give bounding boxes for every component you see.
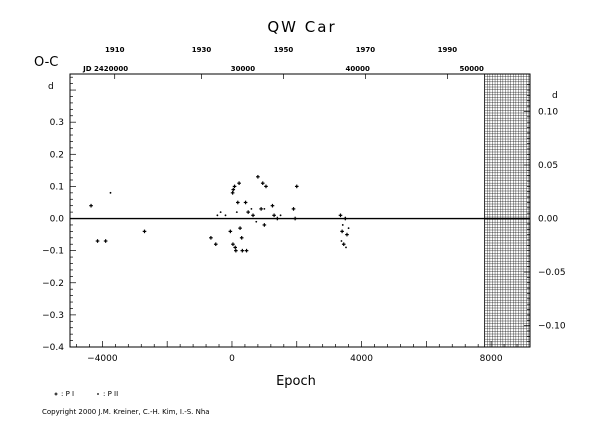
point-p2: [347, 227, 350, 230]
legend-label: : P II: [103, 390, 118, 398]
point-p1: [234, 248, 238, 253]
point-p1: [230, 191, 235, 195]
y-right-tick-label: −0.05: [538, 268, 566, 278]
top-year-label: 1930: [192, 46, 212, 54]
point-p1: [237, 181, 241, 185]
point-p1: [294, 184, 299, 189]
point-p1: [275, 216, 280, 221]
y-right-tick-label: 0.00: [538, 215, 558, 225]
point-p1: [272, 213, 276, 218]
legend-label: : P I: [61, 390, 74, 398]
y-left-tick-label: 0.2: [50, 150, 64, 160]
x-tick-label: 8000: [480, 354, 503, 364]
y-left-tick-label: 0.0: [50, 215, 65, 225]
point-p1: [228, 229, 233, 234]
y-unit-left: d: [48, 82, 54, 92]
point-p1: [270, 203, 275, 208]
y-left-tick-label: 0.3: [50, 118, 64, 128]
plot-frame: [69, 73, 531, 348]
point-p2: [224, 214, 227, 217]
point-p1: [238, 226, 242, 230]
point-p1: [231, 242, 235, 247]
point-p1: [103, 239, 108, 243]
chart-title: QW Car: [267, 18, 336, 36]
x-tick-label: 4000: [350, 354, 373, 364]
grid-region-box: [484, 73, 531, 348]
point-p2: [345, 246, 347, 249]
top-year-label: 1990: [438, 46, 458, 54]
point-p1: [251, 213, 255, 218]
point-p1: [232, 184, 237, 189]
y-right-tick-label: 0.10: [538, 107, 558, 117]
point-p1: [209, 236, 213, 240]
point-p2: [341, 224, 344, 226]
point-p2: [109, 191, 112, 194]
point-p1: [338, 213, 343, 218]
point-p1: [260, 181, 265, 185]
point-p1: [259, 207, 263, 211]
y-left-tick-label: −0.1: [42, 247, 64, 257]
y-left-tick-label: −0.3: [42, 311, 64, 321]
top-year-label: 1910: [105, 46, 125, 54]
top-jd-label: 30000: [231, 65, 255, 73]
top-year-label: 1970: [356, 46, 376, 54]
x-axis-label: Epoch: [276, 374, 316, 389]
y-left-tick-label: −0.4: [42, 343, 64, 353]
point-p2: [343, 217, 346, 220]
point-p2: [255, 220, 258, 223]
point-p1: [341, 242, 346, 247]
point-p1: [246, 210, 250, 214]
point-p1: [240, 248, 245, 253]
point-p1: [345, 232, 349, 237]
point-p1: [142, 229, 147, 234]
axes: [69, 73, 531, 348]
grid-region: [484, 73, 531, 348]
top-jd-label: 40000: [345, 65, 369, 73]
point-p1: [340, 229, 344, 234]
y-right-tick-label: 0.05: [538, 161, 558, 171]
ticks: −0.4 −0.3 −0.2 −0.1 0.0 0.1 0.2 0.3 −0.10 −0.05 0.…: [42, 46, 566, 364]
top-jd-label: JD 2420000: [82, 65, 128, 73]
point-p1: [293, 216, 297, 221]
point-p2: [235, 211, 238, 214]
top-year-label: 1950: [274, 46, 294, 54]
x-tick-label: −4000: [87, 354, 118, 364]
point-p1: [291, 207, 296, 211]
point-p1: [95, 239, 100, 243]
point-p1: [244, 248, 249, 253]
y-left-tick-label: 0.1: [50, 182, 64, 192]
point-p1: [231, 187, 236, 192]
point-p1: [236, 200, 240, 205]
point-p2: [250, 207, 253, 210]
point-p2: [279, 214, 282, 217]
point-p1: [264, 184, 268, 189]
point-p2: [340, 240, 343, 242]
copyright-text: Copyright 2000 J.M. Kreiner, C.-H. Kim, …: [42, 408, 210, 416]
point-p2: [263, 207, 266, 210]
point-p1: [243, 200, 248, 205]
point-p1: [213, 242, 218, 247]
point-p1: [233, 245, 238, 250]
point-p1: [89, 203, 93, 208]
x-tick-label: 0: [229, 354, 235, 364]
point-p2: [216, 214, 219, 217]
y-left-tick-label: −0.2: [42, 279, 64, 289]
y-right-tick-label: −0.10: [538, 322, 566, 332]
legend: : P I : P II: [54, 390, 118, 398]
top-jd-label: 50000: [460, 65, 484, 73]
legend-marker-p2: [97, 393, 99, 395]
y-unit-right: d: [552, 91, 558, 101]
point-p1: [262, 223, 267, 227]
point-p2: [219, 211, 222, 214]
data-points: [89, 174, 350, 253]
point-p1: [256, 174, 260, 179]
y-axis-label: O-C: [34, 55, 58, 70]
point-p1: [239, 236, 244, 240]
